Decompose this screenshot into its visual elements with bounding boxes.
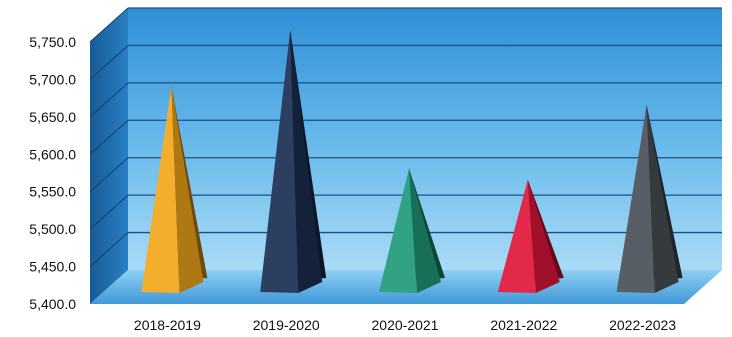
gridline-side (89, 45, 129, 80)
y-tick-label: 5,650.0 (29, 109, 76, 125)
pyramid-front-face (497, 179, 536, 293)
y-axis-ticks: 5,400.0 5,450.0 5,500.0 5,550.0 5,600.0 5,650… (29, 34, 76, 312)
y-tick-label: 5,450.0 (29, 259, 76, 275)
gridline-side (89, 157, 129, 193)
gridline-side (89, 119, 129, 155)
pyramid-side-face (409, 168, 441, 293)
gridline-side (89, 232, 129, 267)
x-category-label: 2019-2020 (253, 317, 320, 333)
pyramid-front-face (260, 30, 299, 293)
y-tick-label: 5,750.0 (29, 34, 76, 50)
gridline-side (89, 194, 129, 230)
pyramid-front-face (379, 168, 418, 293)
y-tick-label: 5,600.0 (29, 146, 76, 162)
x-category-label: 2020-2021 (372, 317, 439, 333)
gridline-side (89, 82, 129, 118)
pyramid-bar (379, 168, 445, 293)
pyramid-bar (497, 179, 564, 293)
pyramid-bar (141, 86, 208, 294)
pyramid-side-face (290, 30, 323, 293)
pyramid-bar (260, 30, 327, 293)
side-wall (90, 8, 128, 304)
pyramid-front-face (141, 86, 180, 294)
pyramid-side-face (527, 179, 560, 293)
y-tick-label: 5,400.0 (29, 296, 76, 312)
x-axis-labels: 2018-2019 2019-2020 2020-2021 2021-2022 2022… (134, 317, 676, 333)
x-category-label: 2018-2019 (134, 317, 201, 333)
x-category-label: 2021-2022 (490, 317, 557, 333)
pyramid-side-face (171, 86, 204, 294)
y-tick-label: 5,500.0 (29, 221, 76, 237)
pyramid-side-face (646, 104, 679, 293)
y-tick-label: 5,550.0 (29, 184, 76, 200)
x-category-label: 2022-2023 (609, 317, 676, 333)
gridline-side (89, 7, 129, 43)
pyramid-front-face (616, 104, 655, 293)
pyramids (141, 30, 683, 294)
y-tick-label: 5,700.0 (29, 71, 76, 87)
pyramid-bar (616, 104, 683, 293)
